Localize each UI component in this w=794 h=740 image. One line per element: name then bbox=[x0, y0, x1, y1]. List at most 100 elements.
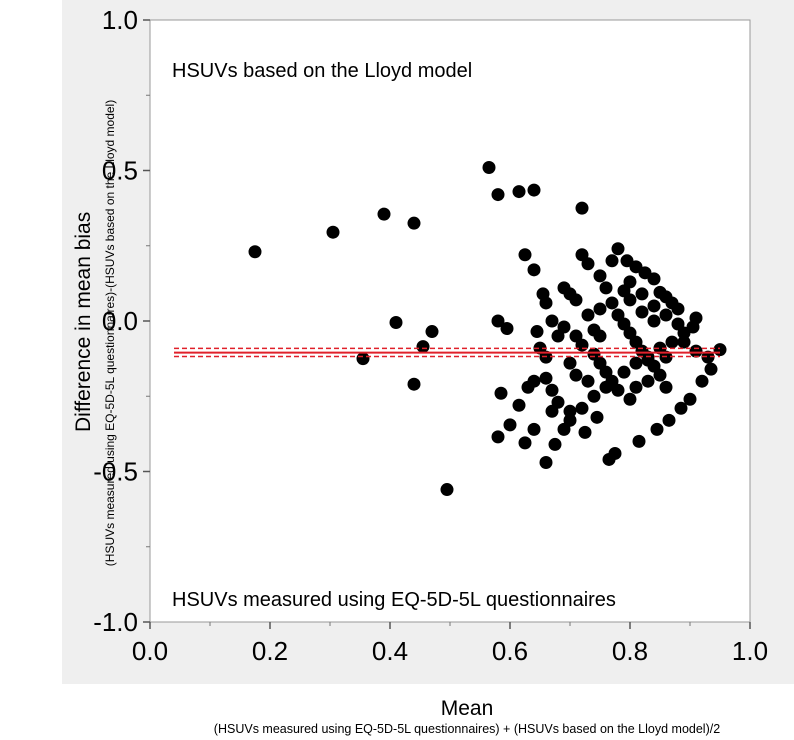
data-point bbox=[491, 430, 505, 444]
y-tick-label: 1.0 bbox=[102, 5, 138, 35]
data-point bbox=[695, 374, 709, 388]
data-point bbox=[653, 368, 667, 382]
y-tick-label: -1.0 bbox=[93, 607, 138, 637]
data-point bbox=[665, 335, 679, 349]
data-point bbox=[407, 216, 421, 230]
y-tick-label: -0.5 bbox=[93, 457, 138, 487]
data-point bbox=[647, 272, 661, 286]
data-point bbox=[539, 455, 553, 469]
data-point bbox=[587, 389, 601, 403]
data-point bbox=[440, 483, 454, 497]
x-axis-title: Mean bbox=[440, 697, 494, 720]
data-point bbox=[539, 371, 553, 385]
data-point bbox=[581, 374, 595, 388]
data-point bbox=[569, 293, 583, 307]
data-point bbox=[659, 308, 673, 322]
data-point bbox=[647, 314, 661, 328]
data-point bbox=[527, 374, 541, 388]
data-point bbox=[593, 329, 607, 343]
data-point bbox=[527, 422, 541, 436]
data-point bbox=[518, 248, 532, 262]
y-tick-label: 0.5 bbox=[102, 156, 138, 186]
data-point bbox=[629, 380, 643, 394]
data-point bbox=[527, 183, 541, 197]
y-tick-label: 0.0 bbox=[102, 306, 138, 336]
annotation-top: HSUVs based on the Lloyd model bbox=[172, 60, 472, 82]
data-point bbox=[581, 257, 595, 271]
data-point bbox=[551, 395, 565, 409]
x-axis-subtitle: (HSUVs measured using EQ-5D-5L questionn… bbox=[213, 722, 721, 736]
data-point bbox=[512, 185, 526, 199]
data-point bbox=[563, 356, 577, 370]
data-point bbox=[575, 338, 589, 352]
data-point bbox=[578, 425, 592, 439]
data-point bbox=[356, 352, 370, 366]
plot-panel: 1.0 0.5 0.0 -0.5 -1.0 0.0 0.2 0.4 0.6 0.8 1.0 HSUVs… bbox=[62, 0, 794, 684]
data-point bbox=[590, 410, 604, 424]
scatter-chart: 1.00.50.0-0.5-1.00.0 0.2 0.4 0.6 0.8 1.0HSUVs… bbox=[93, 5, 768, 666]
data-point bbox=[671, 302, 685, 316]
data-point bbox=[689, 344, 703, 358]
data-point bbox=[623, 293, 637, 307]
data-point bbox=[548, 437, 562, 451]
data-point bbox=[662, 413, 676, 427]
data-point bbox=[416, 340, 430, 354]
data-point bbox=[629, 356, 643, 370]
x-tick-label: 0.2 bbox=[252, 636, 288, 666]
data-point bbox=[641, 374, 655, 388]
data-point bbox=[407, 377, 421, 391]
data-point bbox=[605, 296, 619, 310]
data-point bbox=[701, 350, 715, 364]
data-point bbox=[599, 281, 613, 295]
data-point bbox=[623, 275, 637, 289]
data-point bbox=[599, 380, 613, 394]
data-point bbox=[551, 329, 565, 343]
data-point bbox=[611, 383, 625, 397]
data-point bbox=[683, 392, 697, 406]
data-point bbox=[617, 365, 631, 379]
data-point bbox=[326, 225, 340, 239]
data-point bbox=[530, 325, 544, 339]
x-tick-label: 1.0 bbox=[732, 636, 768, 666]
data-point bbox=[575, 201, 589, 215]
data-point bbox=[563, 413, 577, 427]
data-point bbox=[674, 401, 688, 415]
data-point bbox=[503, 418, 517, 432]
data-point bbox=[659, 380, 673, 394]
data-point bbox=[632, 434, 646, 448]
data-point bbox=[704, 362, 718, 376]
data-point bbox=[482, 160, 496, 174]
data-point bbox=[248, 245, 262, 259]
data-point bbox=[593, 269, 607, 283]
data-point bbox=[581, 308, 595, 322]
data-point bbox=[650, 422, 664, 436]
data-point bbox=[569, 368, 583, 382]
annotation-bottom: HSUVs measured using EQ-5D-5L questionna… bbox=[172, 589, 616, 611]
data-point bbox=[425, 325, 439, 339]
data-point bbox=[563, 404, 577, 418]
data-point bbox=[491, 188, 505, 202]
y-axis-subtitle: (HSUVs measured using EQ-5D-5L questionn… bbox=[103, 99, 117, 567]
data-point bbox=[611, 242, 625, 256]
data-point bbox=[689, 311, 703, 325]
data-point bbox=[635, 287, 649, 301]
data-point bbox=[491, 314, 505, 328]
data-point bbox=[512, 398, 526, 412]
data-point bbox=[518, 436, 532, 450]
y-axis-title: Difference in mean bias bbox=[72, 211, 95, 432]
data-point bbox=[389, 316, 403, 330]
data-point bbox=[635, 305, 649, 319]
data-point bbox=[500, 322, 514, 336]
data-point bbox=[545, 383, 559, 397]
data-point bbox=[494, 386, 508, 400]
data-point bbox=[605, 254, 619, 268]
data-point bbox=[608, 446, 622, 460]
data-point bbox=[539, 296, 553, 310]
data-point bbox=[623, 392, 637, 406]
data-point bbox=[713, 343, 727, 357]
data-point bbox=[647, 299, 661, 313]
data-point bbox=[677, 335, 691, 349]
data-point bbox=[575, 401, 589, 415]
data-point bbox=[593, 302, 607, 316]
x-tick-label: 0.8 bbox=[612, 636, 648, 666]
